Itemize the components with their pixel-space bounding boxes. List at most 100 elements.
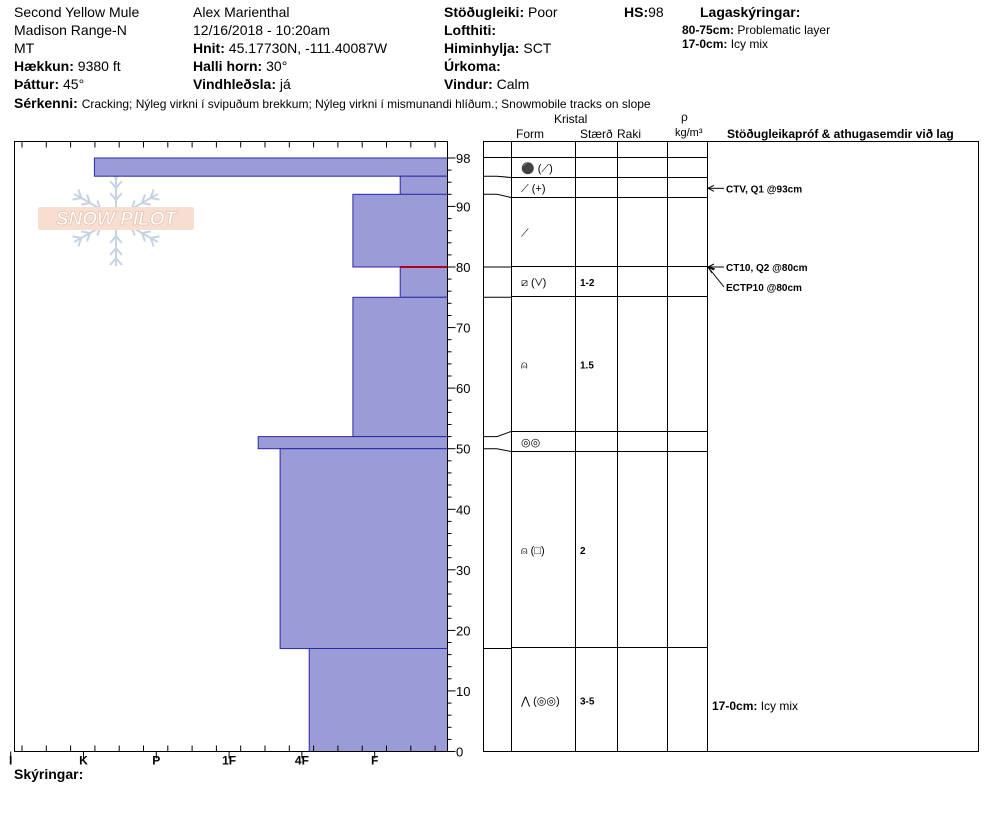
depth-tick-label: 90 (456, 199, 470, 214)
snowflake-branch (141, 202, 151, 206)
stability-value: Poor (528, 4, 558, 20)
legend-item: 17-0cm: Icy mix (682, 37, 768, 51)
grain-form: ⧄ (⋁) (521, 277, 546, 289)
hardness-ticks: I K P 1F 4F F (9, 141, 436, 768)
legend-item-depth: 80-75cm: (682, 23, 735, 37)
aspect-field: Þáttur: 45° (14, 76, 84, 92)
depth-connector (484, 193, 512, 198)
legend-item-text: Icy mix (730, 37, 769, 51)
aspect-label: Þáttur: (14, 76, 60, 92)
hardness-tick-label: F (371, 754, 378, 768)
snowflake-branch (115, 180, 123, 189)
depth-tick-label: 98 (456, 151, 470, 166)
stability-label: Stöðugleiki: (444, 4, 525, 20)
form-header: Form (516, 127, 544, 141)
precip-field: Úrkoma: (444, 58, 501, 74)
size-header: Stærð (580, 127, 613, 141)
features-field: Sérkenni: Cracking; Nýleg virkni í svipu… (14, 95, 651, 112)
layer-comment-depth: 17-0cm: (712, 699, 758, 713)
wind-value: Calm (496, 76, 530, 92)
grain-size: 1-2 (580, 278, 595, 289)
hardness-bar (308, 648, 449, 752)
grain-size: 3-5 (580, 696, 595, 707)
snowflake-branch (77, 237, 83, 247)
hardness-bars (93, 157, 449, 752)
depth-tick-label: 0 (456, 745, 463, 760)
wind-loading-label: Vindhleðsla: (193, 76, 276, 92)
layer-comment: 17-0cm: Icy mix (712, 698, 798, 714)
snowflake-branch (77, 189, 83, 199)
rho-header: ρ (681, 110, 688, 124)
depth-tick-label: 10 (456, 684, 470, 699)
slope-angle-field: Halli horn: 30° (193, 58, 287, 74)
coords-value: 45.17730N, -111.40087W (228, 40, 388, 56)
snowflake-branch (109, 257, 117, 266)
grain-table: ⚫ (⟋) ⟋ (+) ⟋ ⧄ (⋁) 1-2 ⍝ 1.5 ◎◎ ⍝ (□) 2 ⋀ (◎◎) 3-5 (483, 141, 979, 752)
snowflake-branch (81, 202, 91, 206)
hardness-tick-label: I (9, 754, 12, 768)
tests-header: Stöðugleikapróf & athugasemdir við lag (727, 127, 954, 141)
snowflake-branch (115, 235, 123, 244)
depth-connector (484, 448, 512, 452)
grain-form: ◎◎ (521, 437, 540, 449)
logo-banner (38, 207, 194, 230)
precip-label: Úrkoma: (444, 58, 501, 74)
depth-tick-label: 30 (456, 563, 470, 578)
hardness-chart-frame (14, 141, 448, 752)
observation-datetime: 12/16/2018 - 10:20am (193, 22, 330, 38)
slope-angle-label: Halli horn: (193, 58, 263, 74)
elevation-label: Hækkun: (14, 58, 74, 74)
footer-label: Skýringar: (14, 766, 84, 782)
hs-value: 98 (648, 4, 664, 20)
grain-form: ⚫ (⟋) (521, 162, 553, 175)
depth-tick-label: 80 (456, 260, 470, 275)
hardness-tick-label: P (152, 754, 160, 768)
arrow-head-icon (706, 184, 715, 192)
grain-form: ⋀ (◎◎) (520, 695, 560, 707)
hardness-bar (352, 193, 448, 268)
grain-size: 2 (580, 546, 586, 557)
snowflake-branch (149, 237, 155, 247)
features-label: Sérkenni: (14, 95, 78, 111)
test-result: CT10, Q2 @80cm (726, 263, 808, 274)
snowflake-branch (115, 192, 123, 201)
observer-name: Alex Marienthal (193, 4, 290, 20)
location-name: Second Yellow Mule (14, 4, 140, 20)
snowpilot-logo: SNOW PILOT (38, 170, 194, 266)
hs-label: HS: (624, 4, 649, 20)
snowflake-branch (81, 230, 91, 234)
snowflake-branch (109, 247, 117, 256)
kristal-header: Kristal (554, 112, 588, 126)
hardness-bar (93, 157, 449, 177)
depth-connector (484, 175, 512, 178)
features-text: Cracking; Nýleg virkni í svipuðum brekku… (81, 97, 651, 111)
grain-form: ⍝ (□) (521, 545, 545, 557)
sky-label: Himinhylja: (444, 40, 520, 56)
sky-field: Himinhylja: SCT (444, 40, 551, 56)
legend-title: Lagaskýringar: (700, 4, 801, 20)
snowflake-branch (72, 235, 82, 239)
snowflake-branch (109, 192, 117, 201)
legend-item-text: Problematic layer (737, 23, 831, 37)
test-result: ECTP10 @80cm (726, 283, 802, 294)
depth-tick-label: 70 (456, 321, 470, 336)
wind-label: Vindur: (444, 76, 493, 92)
logo-text: SNOW PILOT (56, 209, 178, 230)
aspect-value: 45° (63, 76, 85, 92)
grain-form: ⟋ (+) (521, 183, 546, 195)
snowflake-branch (141, 230, 151, 234)
snowflake-branch (141, 194, 146, 204)
arrow-head-icon (706, 266, 716, 274)
hs-field: HS:98 (624, 4, 664, 20)
wind-loading-value: já (279, 76, 291, 92)
depth-tick-label: 20 (456, 623, 470, 638)
hardness-tick-label: K (79, 754, 88, 768)
coords-label: Hnit: (193, 40, 225, 56)
hardness-bar (399, 175, 449, 195)
grain-form: ⟋ (521, 228, 529, 240)
wind-field: Vindur: Calm (444, 76, 529, 92)
hardness-bar (279, 448, 448, 650)
moisture-header: Raki (617, 127, 642, 141)
elevation-field: Hækkun: 9380 ft (14, 58, 121, 74)
